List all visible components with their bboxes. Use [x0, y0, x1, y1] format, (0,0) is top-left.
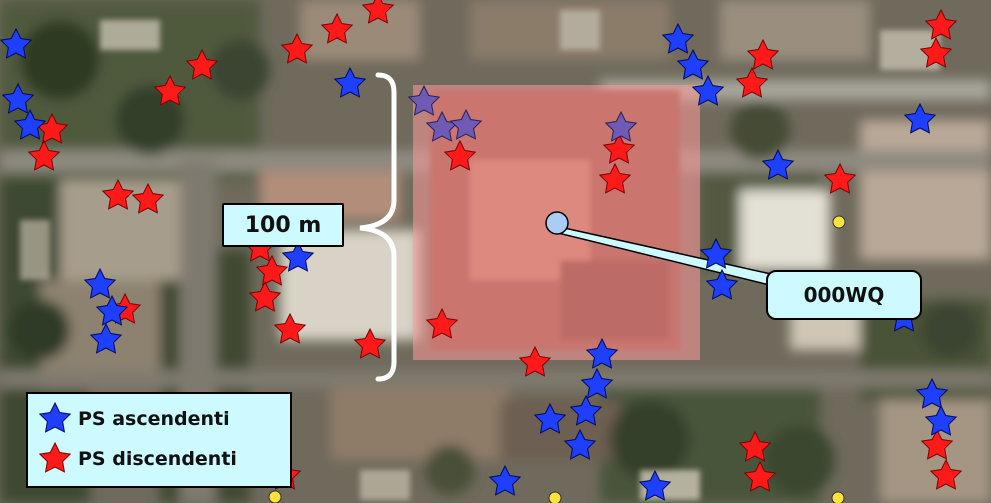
- scale-label: 100 m: [222, 203, 344, 247]
- yellow-markers: [268, 215, 846, 503]
- legend-label: PS ascendenti: [78, 408, 230, 430]
- yellow-marker: [832, 215, 846, 229]
- yellow-marker: [548, 491, 562, 503]
- yellow-marker: [831, 491, 845, 503]
- legend-item-ascending: PS ascendenti: [38, 402, 230, 436]
- point-label[interactable]: 000WQ: [766, 270, 922, 320]
- legend: PS ascendenti PS discendenti: [26, 392, 292, 488]
- yellow-marker: [268, 490, 282, 503]
- legend-item-descending: PS discendenti: [38, 442, 237, 476]
- scale-brace: [359, 72, 397, 382]
- blue-star-icon: [38, 402, 72, 433]
- red-star-icon: [38, 442, 72, 473]
- point-marker[interactable]: [545, 211, 569, 235]
- legend-label: PS discendenti: [78, 448, 237, 470]
